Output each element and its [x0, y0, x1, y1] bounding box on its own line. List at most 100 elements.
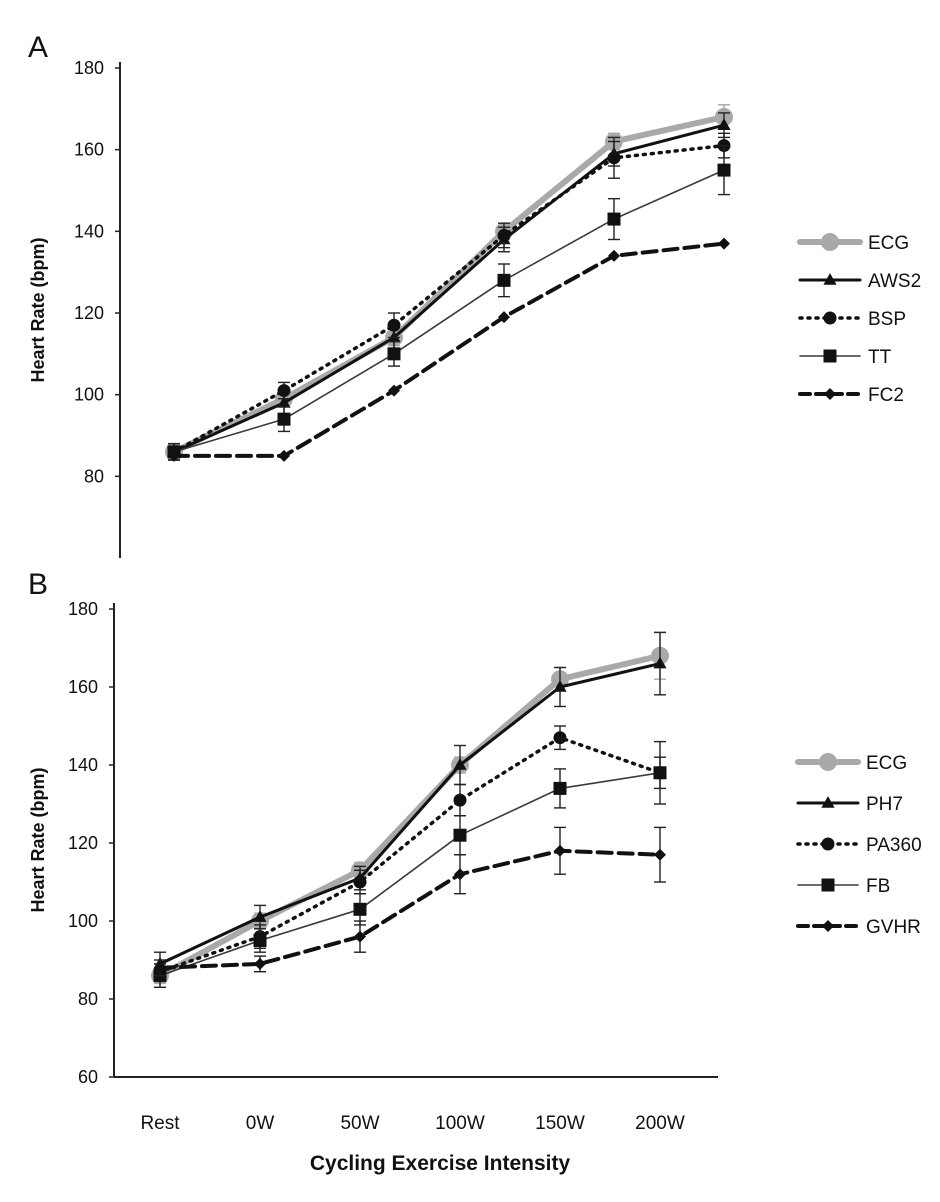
- panel-b: B 60 80 100 120 140 160 180 Heart Rate (bpm) Rest…: [28, 568, 922, 1134]
- y-tick-label: 160: [68, 677, 98, 697]
- series-line: [158, 735, 662, 974]
- data-point: [277, 412, 291, 426]
- y-tick-label: 60: [78, 1067, 98, 1087]
- data-point: [253, 910, 267, 922]
- data-point: [498, 311, 510, 324]
- series-line: [171, 114, 727, 455]
- data-point: [354, 930, 366, 943]
- x-tick-label: 150W: [535, 1113, 585, 1134]
- data-point: [453, 793, 467, 807]
- data-point: [497, 273, 511, 287]
- legend-label: ECG: [866, 753, 907, 774]
- data-point: [653, 766, 667, 780]
- series-line: [157, 652, 663, 979]
- legend-marker: [823, 311, 837, 325]
- y-tick-label: 180: [68, 599, 98, 619]
- data-point: [278, 449, 290, 462]
- series-line: [173, 169, 725, 453]
- panel-label: A: [28, 31, 48, 64]
- y-axis-title: Heart Rate (bpm): [28, 767, 48, 912]
- y-tick-label: 100: [68, 911, 98, 931]
- series-line: [172, 143, 726, 454]
- series-line: [172, 123, 726, 454]
- legend-item-gvhr: GVHR: [796, 917, 921, 938]
- data-point: [453, 828, 467, 842]
- legend-marker: [822, 920, 834, 932]
- legend-label: BSP: [868, 309, 906, 330]
- x-tick-label: 0W: [246, 1113, 275, 1134]
- legend-marker: [819, 753, 837, 771]
- data-point: [553, 731, 567, 745]
- series-fb: [153, 740, 667, 988]
- data-point: [497, 228, 511, 242]
- y-tick-label: 120: [68, 833, 98, 853]
- y-tick-label: 80: [84, 466, 104, 486]
- data-point: [553, 680, 567, 692]
- legend-marker: [823, 349, 837, 363]
- legend-marker: [823, 273, 837, 285]
- y-tick-label: 140: [68, 755, 98, 775]
- x-tick-label: 100W: [435, 1113, 485, 1134]
- series-gvhr: [154, 826, 666, 977]
- y-tick-label: 80: [78, 989, 98, 1009]
- legend-label: AWS2: [868, 271, 921, 292]
- series-line: [159, 771, 661, 977]
- x-axis-title: Cycling Exercise Intensity: [310, 1152, 571, 1175]
- legend-item-ecg: ECG: [797, 233, 909, 254]
- legend-item-fb: FB: [797, 876, 890, 897]
- legend-label: PA360: [866, 835, 922, 856]
- panel-a: A 80 100 120 140 160 180 Heart Rate (bpm) ECG AWS…: [28, 31, 921, 558]
- legend-item-ecg: ECG: [795, 753, 907, 774]
- data-point: [717, 163, 731, 177]
- y-tick-label: 120: [74, 303, 104, 323]
- panel-label: B: [28, 568, 48, 601]
- series-line: [158, 848, 662, 970]
- data-point: [554, 844, 566, 857]
- data-point: [454, 868, 466, 881]
- data-point: [353, 875, 367, 889]
- y-tick-label: 160: [74, 140, 104, 160]
- data-point: [277, 384, 291, 398]
- x-tick-label: Rest: [140, 1113, 180, 1134]
- legend-label: FB: [866, 876, 890, 897]
- y-tick-label: 140: [74, 221, 104, 241]
- series-ph7: [153, 631, 667, 977]
- data-point: [453, 758, 467, 770]
- x-tick-label: 200W: [635, 1113, 685, 1134]
- data-point: [353, 902, 367, 916]
- x-tick-label: 50W: [340, 1113, 379, 1134]
- data-point: [608, 249, 620, 262]
- legend-item-pa360: PA360: [796, 835, 922, 856]
- series-line: [172, 241, 726, 458]
- data-point: [388, 384, 400, 397]
- series-fc2: [168, 237, 730, 462]
- legend-item-ph7: PH7: [796, 794, 903, 815]
- legend-marker: [821, 878, 835, 892]
- data-point: [653, 656, 667, 669]
- data-point: [387, 347, 401, 361]
- legend-item-fc2: FC2: [798, 385, 904, 406]
- legend-item-tt: TT: [799, 347, 892, 368]
- legend-marker: [821, 837, 835, 851]
- data-point: [607, 151, 621, 165]
- data-point: [387, 318, 401, 332]
- data-point: [253, 934, 267, 947]
- data-point: [717, 118, 731, 130]
- data-point: [718, 237, 730, 250]
- data-point: [168, 449, 180, 462]
- data-point: [254, 957, 266, 970]
- legend-label: ECG: [868, 233, 909, 254]
- y-tick-label: 100: [74, 385, 104, 405]
- legend-marker: [821, 233, 839, 251]
- data-point: [277, 395, 291, 408]
- data-point: [654, 848, 666, 861]
- data-point: [154, 961, 166, 974]
- legend-marker: [824, 388, 836, 400]
- legend-marker: [821, 796, 835, 808]
- legend-label: GVHR: [866, 917, 921, 938]
- series-line: [158, 662, 662, 966]
- legend-label: TT: [868, 347, 892, 368]
- series-tt: [167, 144, 731, 461]
- y-tick-label: 180: [74, 58, 104, 78]
